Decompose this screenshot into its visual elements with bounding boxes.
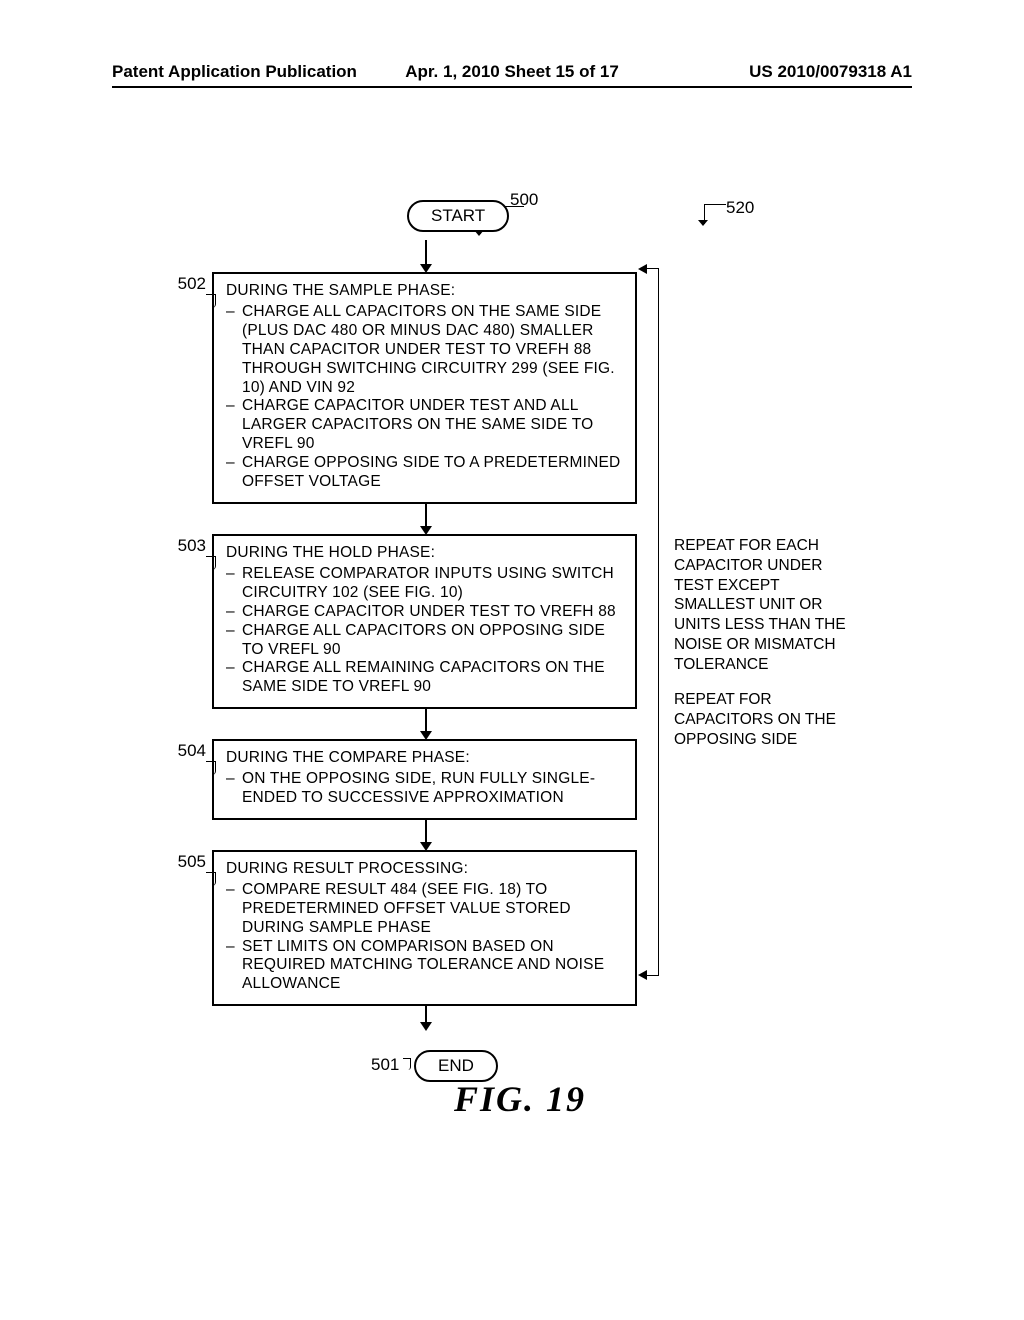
step-ref-num: 504 xyxy=(150,739,212,761)
page-header: Patent Application Publication Apr. 1, 2… xyxy=(112,62,912,88)
flowchart: 520 START 500 502 DURING THE SAMPLE PHAS… xyxy=(150,200,890,1090)
arrow xyxy=(212,242,637,272)
step-item: COMPARE RESULT 484 (SEE FIG. 18) TO PRED… xyxy=(240,881,623,938)
step-head: DURING RESULT PROCESSING: xyxy=(226,860,623,879)
patent-page: Patent Application Publication Apr. 1, 2… xyxy=(0,0,1024,1320)
end-leader xyxy=(403,1058,411,1070)
start-ref-num: 500 xyxy=(510,190,538,210)
step-item: ON THE OPPOSING SIDE, RUN FULLY SINGLE-E… xyxy=(240,770,623,808)
step-box: DURING THE HOLD PHASE: RELEASE COMPARATO… xyxy=(212,534,637,709)
repeat-bracket xyxy=(647,268,659,976)
step-box: DURING RESULT PROCESSING: COMPARE RESULT… xyxy=(212,850,637,1006)
figure-caption: FIG. 19 xyxy=(150,1078,890,1120)
step-item: CHARGE OPPOSING SIDE TO A PREDETERMINED … xyxy=(240,454,623,492)
step-item: SET LIMITS ON COMPARISON BASED ON REQUIR… xyxy=(240,938,623,995)
step-ref-num: 505 xyxy=(150,850,212,872)
header-left: Patent Application Publication xyxy=(112,62,379,82)
step-504: 504 DURING THE COMPARE PHASE: ON THE OPP… xyxy=(150,739,890,820)
start-terminal: START xyxy=(407,200,509,232)
end-ref-num: 501 xyxy=(371,1055,399,1075)
arrow xyxy=(212,504,637,534)
header-mid: Apr. 1, 2010 Sheet 15 of 17 xyxy=(379,62,646,82)
step-head: DURING THE COMPARE PHASE: xyxy=(226,749,623,768)
step-ref-num: 503 xyxy=(150,534,212,556)
step-item: CHARGE CAPACITOR UNDER TEST AND ALL LARG… xyxy=(240,397,623,454)
step-ref-num: 502 xyxy=(150,272,212,294)
side-note-1: REPEAT FOR EACH CAPACITOR UNDER TEST EXC… xyxy=(674,536,849,675)
step-head: DURING THE SAMPLE PHASE: xyxy=(226,282,623,301)
step-item: CHARGE ALL REMAINING CAPACITORS ON THE S… xyxy=(240,659,623,697)
step-item: CHARGE ALL CAPACITORS ON OPPOSING SIDE T… xyxy=(240,622,623,660)
step-item: CHARGE ALL CAPACITORS ON THE SAME SIDE (… xyxy=(240,303,623,398)
arrow xyxy=(212,820,637,850)
step-box: DURING THE SAMPLE PHASE: CHARGE ALL CAPA… xyxy=(212,272,637,504)
step-item: CHARGE CAPACITOR UNDER TEST TO VREFH 88 xyxy=(240,603,623,622)
step-505: 505 DURING RESULT PROCESSING: COMPARE RE… xyxy=(150,850,890,1006)
arrow xyxy=(212,1006,637,1030)
header-right: US 2010/0079318 A1 xyxy=(645,62,912,82)
step-item: RELEASE COMPARATOR INPUTS USING SWITCH C… xyxy=(240,565,623,603)
arrow xyxy=(212,709,637,739)
step-502: 502 DURING THE SAMPLE PHASE: CHARGE ALL … xyxy=(150,272,890,504)
step-box: DURING THE COMPARE PHASE: ON THE OPPOSIN… xyxy=(212,739,637,820)
side-note-2: REPEAT FOR CAPACITORS ON THE OPPOSING SI… xyxy=(674,690,849,749)
step-head: DURING THE HOLD PHASE: xyxy=(226,544,623,563)
